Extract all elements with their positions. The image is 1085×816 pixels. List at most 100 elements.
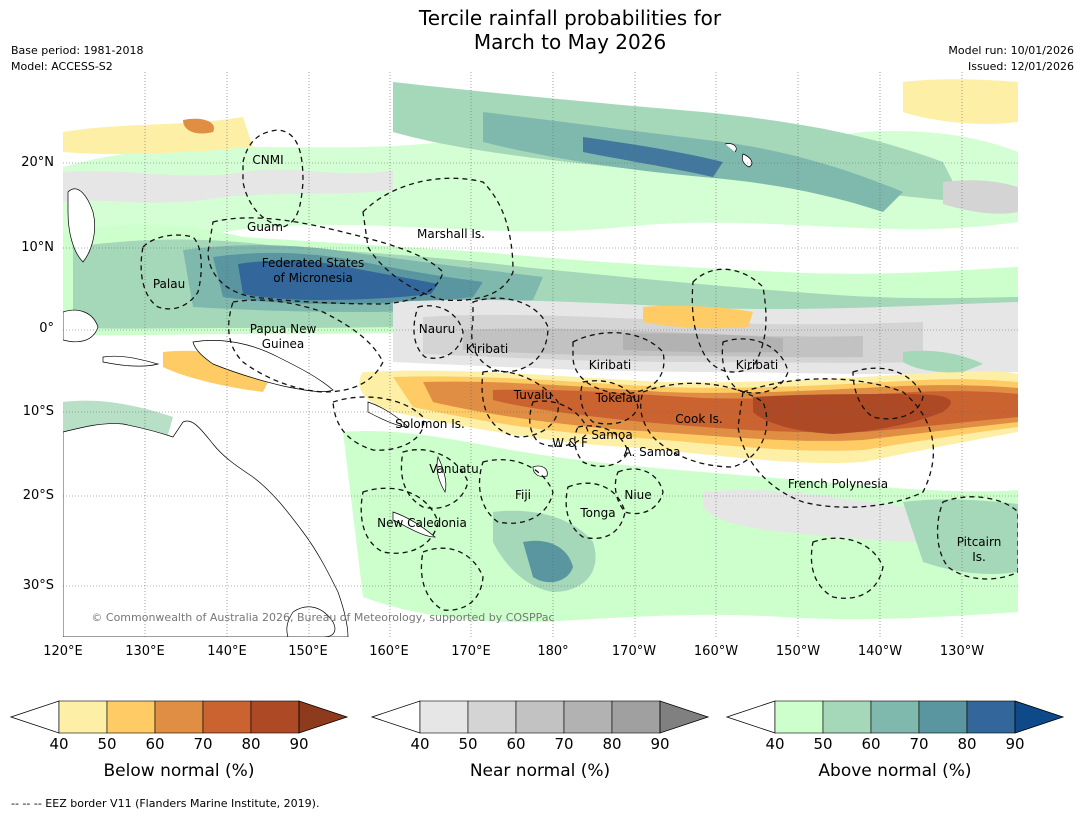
cb1-segment-70-80 (563, 700, 613, 734)
cb1-tick-70: 70 (554, 735, 574, 753)
cb2-tick-50: 50 (813, 735, 833, 753)
below-60-northwest-blob (183, 118, 214, 134)
lat-label-10s: 10°S (22, 404, 54, 419)
land-masses (63, 143, 753, 637)
label-new-caledonia: New Caledonia (377, 516, 467, 530)
map-title: Tercile rainfall probabilities for March… (0, 6, 1085, 54)
cb2-extend-high (1014, 700, 1065, 734)
cb1-tick-40: 40 (410, 735, 430, 753)
eez-footnote: -- -- -- EEZ border V11 (Flanders Marine… (11, 797, 320, 810)
eez-palau (140, 234, 202, 310)
label-kiribati-east: Kiribati (736, 358, 778, 372)
lon-label-120e: 120°E (43, 644, 83, 659)
new-zealand-landmass (286, 606, 336, 637)
cb2-tick-80: 80 (957, 735, 977, 753)
cb0-tick-80: 80 (241, 735, 261, 753)
label-kiribati-central: Kiribati (589, 358, 631, 372)
eez-kiribati-east-north (691, 268, 767, 373)
eez-pitcairn (936, 496, 1018, 580)
solomon-islands (367, 401, 409, 428)
label-cnmi: CNMI (252, 153, 283, 167)
probability-fields (63, 79, 1018, 637)
model-run: Model run: 10/01/2026 (948, 44, 1074, 57)
cb2-label: Above normal (%) (818, 761, 972, 781)
eez-kiribati-east (721, 338, 789, 394)
cb0-label: Below normal (%) (103, 761, 255, 781)
cb1-tick-60: 60 (506, 735, 526, 753)
lat-label-10n: 10°N (21, 240, 54, 255)
eez-solomon (332, 396, 425, 451)
colorbar-near-normal (370, 700, 710, 734)
label-palau: Palau (153, 277, 185, 291)
label-tokelau: Tokelau (595, 391, 641, 405)
label-pitcairn-line1: Pitcairn (957, 535, 1002, 549)
eez-niue (614, 468, 664, 515)
sulawesi-landmass (102, 355, 160, 367)
label-wallis-futuna: W & F (552, 436, 588, 450)
above-70-south-blob (523, 540, 573, 583)
cb1-extend-high (659, 700, 710, 734)
cb0-segment-80-90 (250, 700, 300, 734)
cb2-tick-90: 90 (1005, 735, 1025, 753)
cb0-segment-60-70 (154, 700, 204, 734)
cb1-tick-80: 80 (602, 735, 622, 753)
eez-nauru (413, 305, 464, 359)
label-fsm-line2: of Micronesia (273, 271, 353, 285)
map-labels: CNMI Guam Marshall Is. Federated States … (91, 153, 1001, 624)
eez-wallis-futuna (529, 400, 589, 447)
above-50-pitcairn (903, 499, 1018, 574)
hawaii-islands (724, 143, 753, 168)
label-samoa: Samoa (591, 428, 632, 442)
cb0-segment-70-80 (202, 700, 252, 734)
near-50-northeast (943, 180, 1018, 214)
cb2-tick-60: 60 (861, 735, 881, 753)
cb0-tick-40: 40 (49, 735, 69, 753)
label-niue: Niue (624, 488, 651, 502)
eez-norfolk (420, 547, 484, 611)
eez-french-polynesia-south (810, 537, 884, 599)
label-guam: Guam (247, 220, 283, 234)
eez-fiji (478, 458, 554, 524)
cb0-segment-50-60 (106, 700, 156, 734)
lon-label-170e: 170°E (451, 644, 491, 659)
cb1-tick-50: 50 (458, 735, 478, 753)
fiji-islands (532, 465, 548, 477)
lon-label-150w: 150°W (775, 644, 821, 659)
label-tonga: Tonga (579, 506, 615, 520)
cb0-tick-50: 50 (97, 735, 117, 753)
graticule (63, 72, 1018, 637)
cb0-tick-90: 90 (289, 735, 309, 753)
borneo-landmass (63, 309, 99, 343)
cb2-segment-60-70 (870, 700, 920, 734)
map-copyright: © Commonwealth of Australia 2026, Bureau… (91, 611, 554, 624)
eez-tokelau (580, 380, 639, 425)
model-name: Model: ACCESS-S2 (11, 60, 113, 73)
label-kiribati-west: Kiribati (466, 342, 508, 356)
label-american-samoa: A. Samoa (624, 445, 681, 459)
cb1-segment-80-90 (611, 700, 661, 734)
lon-label-130w: 130°W (939, 644, 985, 659)
cb1-label: Near normal (%) (469, 761, 611, 781)
above-50-equatorial-east (903, 350, 983, 373)
cb1-segment-60-70 (515, 700, 565, 734)
lon-label-140w: 140°W (857, 644, 903, 659)
new-caledonia-island (392, 511, 436, 538)
eez-new-caledonia (360, 487, 439, 554)
lat-label-20s: 20°S (22, 488, 54, 503)
cb0-tick-70: 70 (193, 735, 213, 753)
eez-borders (140, 129, 1018, 611)
label-png-line1: Papua New (250, 322, 317, 336)
cb1-extend-low (370, 700, 421, 734)
title-line-1: Tercile rainfall probabilities for (418, 6, 722, 30)
above-80-north-blob (583, 137, 723, 177)
label-french-polynesia: French Polynesia (788, 477, 888, 491)
lon-label-170w: 170°W (611, 644, 657, 659)
rainfall-probability-map: CNMI Guam Marshall Is. Federated States … (63, 72, 1018, 637)
eez-vanuatu (400, 448, 469, 509)
below-50-equator-patch (643, 305, 753, 329)
cb2-tick-70: 70 (909, 735, 929, 753)
above-40-south (343, 431, 1018, 623)
lon-label-180: 180° (537, 644, 569, 659)
lon-label-160w: 160°W (693, 644, 739, 659)
label-solomon: Solomon Is. (395, 417, 465, 431)
